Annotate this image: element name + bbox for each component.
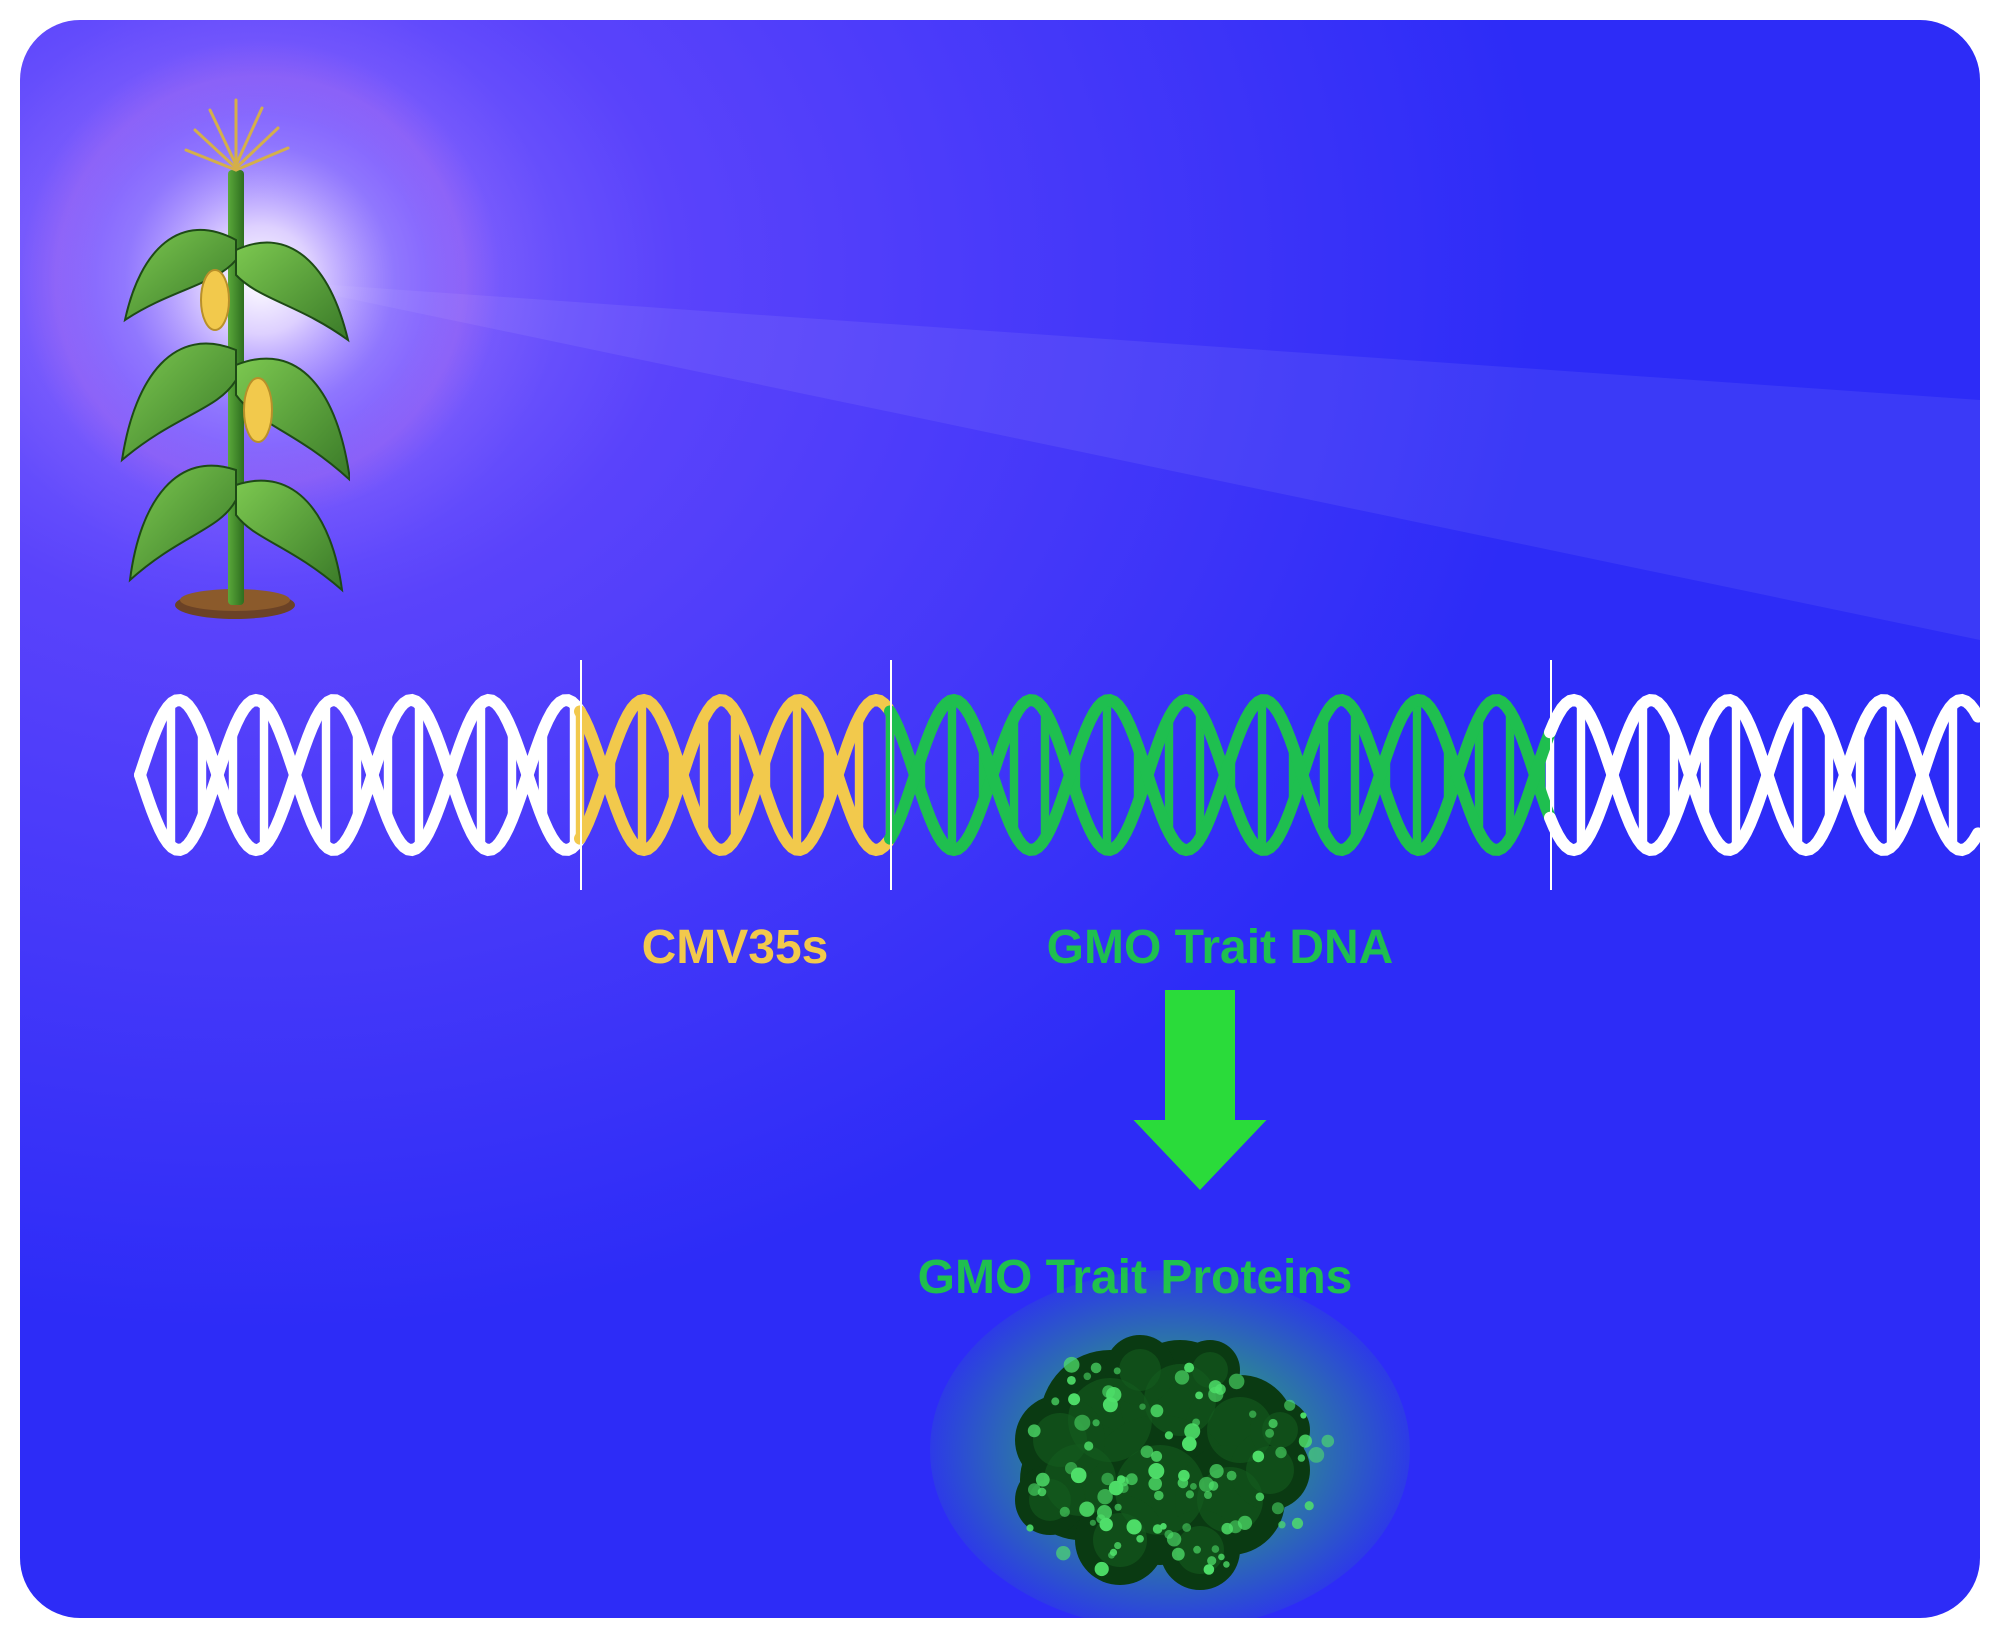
dna-segment-divider	[580, 660, 582, 890]
trait-dna-label: GMO Trait DNA	[1047, 920, 1394, 975]
dna-segment-divider	[1550, 660, 1552, 890]
protein-blob-icon	[910, 1240, 1430, 1618]
diagram-canvas: CMV35s GMO Trait DNA GMO Trait Proteins	[20, 20, 1980, 1618]
corn-plant-icon	[120, 90, 350, 620]
down-arrow-icon	[1130, 990, 1270, 1230]
cmv-label: CMV35s	[642, 920, 829, 975]
dna-segment-divider	[890, 660, 892, 890]
dna-helix	[20, 645, 1980, 905]
